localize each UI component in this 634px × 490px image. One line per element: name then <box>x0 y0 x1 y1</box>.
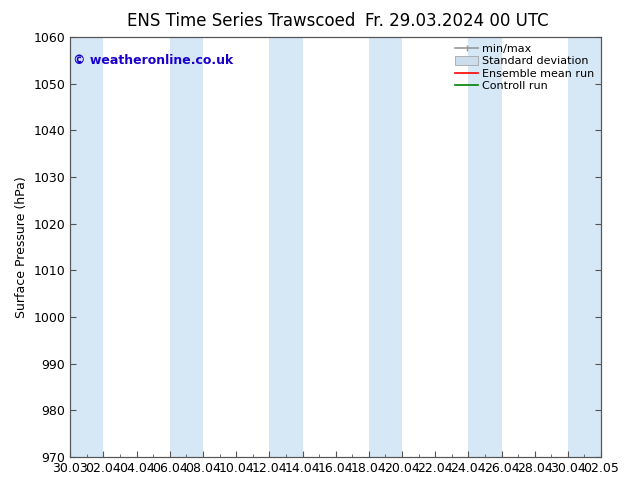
Bar <box>70 37 103 457</box>
Bar <box>170 37 203 457</box>
Text: © weatheronline.co.uk: © weatheronline.co.uk <box>73 54 233 67</box>
Bar <box>469 37 501 457</box>
Text: ENS Time Series Trawscoed: ENS Time Series Trawscoed <box>127 12 355 30</box>
Bar <box>269 37 302 457</box>
Text: Fr. 29.03.2024 00 UTC: Fr. 29.03.2024 00 UTC <box>365 12 548 30</box>
Bar <box>568 37 601 457</box>
Legend: min/max, Standard deviation, Ensemble mean run, Controll run: min/max, Standard deviation, Ensemble me… <box>451 39 599 96</box>
Bar <box>369 37 402 457</box>
Y-axis label: Surface Pressure (hPa): Surface Pressure (hPa) <box>15 176 28 318</box>
